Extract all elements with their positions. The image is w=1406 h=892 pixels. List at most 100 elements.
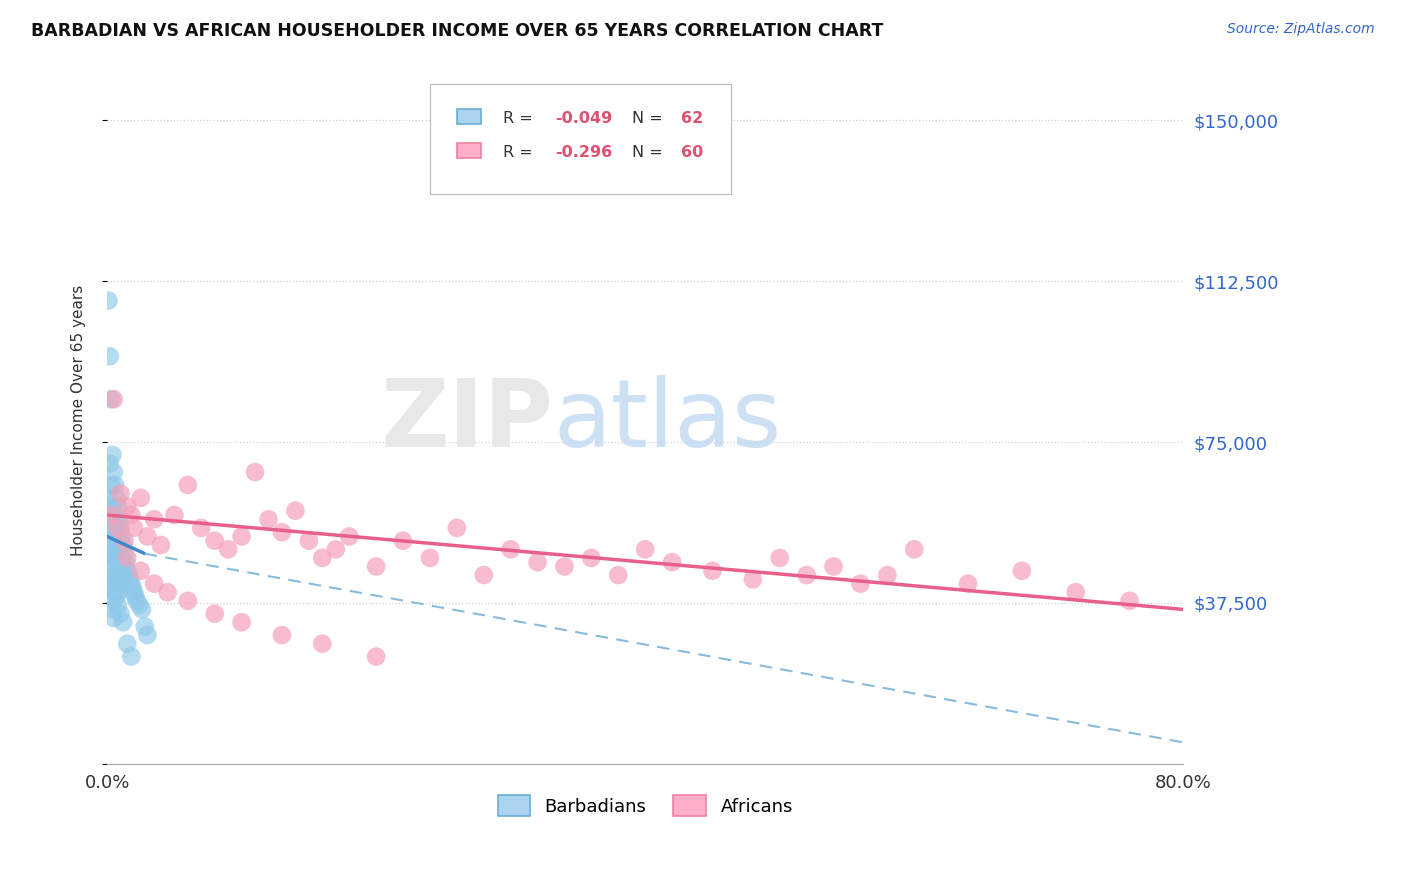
Point [419,550,441,565]
Point [446,521,468,535]
Point [101,602,124,616]
Point [1064,585,1087,599]
Point [112,615,135,630]
Point [110,521,132,535]
Point [97,550,120,565]
Point [122,521,145,535]
Legend: Barbadians, Africans: Barbadians, Africans [491,789,800,823]
Point [284,504,307,518]
Point [177,478,200,492]
Point [110,607,132,621]
Text: 60: 60 [681,145,703,161]
Point [103,392,125,407]
Point [105,590,128,604]
Point [107,542,129,557]
Point [741,573,763,587]
Point [100,478,122,492]
Point [98,576,121,591]
Text: 62: 62 [681,112,703,126]
Point [98,542,121,557]
Point [298,533,321,548]
Point [103,550,125,565]
Point [98,521,121,535]
Point [231,615,253,630]
Point [204,533,226,548]
Point [136,628,159,642]
Point [136,529,159,543]
Point [107,598,129,612]
Point [105,491,128,505]
Point [104,478,127,492]
Text: R =: R = [503,145,538,161]
Point [957,576,980,591]
Text: atlas: atlas [554,375,782,467]
Point [190,521,212,535]
Point [101,568,124,582]
Point [257,512,280,526]
Point [129,564,152,578]
Point [103,508,125,522]
Point [104,521,127,535]
Point [107,585,129,599]
Point [98,457,121,471]
Point [97,293,120,308]
Point [472,568,495,582]
Point [311,637,333,651]
Point [124,590,146,604]
Point [553,559,575,574]
Point [117,637,139,651]
Point [661,555,683,569]
Point [114,547,136,561]
Point [117,564,139,578]
FancyBboxPatch shape [457,144,481,159]
Point [1011,564,1033,578]
Point [98,349,121,363]
Point [131,602,153,616]
Point [607,568,630,582]
Point [105,529,128,543]
FancyBboxPatch shape [430,85,731,194]
Point [104,585,127,599]
Point [117,500,139,514]
Point [526,555,548,569]
Point [143,512,166,526]
Point [366,559,388,574]
Point [849,576,872,591]
Point [129,491,152,505]
Point [108,555,131,569]
Point [117,568,139,582]
Point [325,542,347,557]
Point [134,619,156,633]
Point [120,649,142,664]
Text: R =: R = [503,112,538,126]
Point [271,525,294,540]
Point [1118,594,1140,608]
Point [105,576,128,591]
Point [100,594,122,608]
Y-axis label: Householder Income Over 65 years: Householder Income Over 65 years [72,285,86,557]
Point [120,508,142,522]
Point [311,550,333,565]
Point [100,533,122,548]
Point [114,533,136,548]
Point [117,550,139,565]
Point [581,550,603,565]
FancyBboxPatch shape [457,109,481,124]
Point [204,607,226,621]
Point [128,598,150,612]
Point [156,585,179,599]
Point [177,594,200,608]
Point [243,465,266,479]
Point [163,508,186,522]
Point [149,538,172,552]
Point [702,564,724,578]
Point [97,521,120,535]
Point [100,559,122,574]
Point [231,529,253,543]
Point [111,573,134,587]
Point [107,500,129,514]
Text: BARBADIAN VS AFRICAN HOUSEHOLDER INCOME OVER 65 YEARS CORRELATION CHART: BARBADIAN VS AFRICAN HOUSEHOLDER INCOME … [31,22,883,40]
Point [112,576,135,591]
Point [103,611,125,625]
Point [271,628,294,642]
